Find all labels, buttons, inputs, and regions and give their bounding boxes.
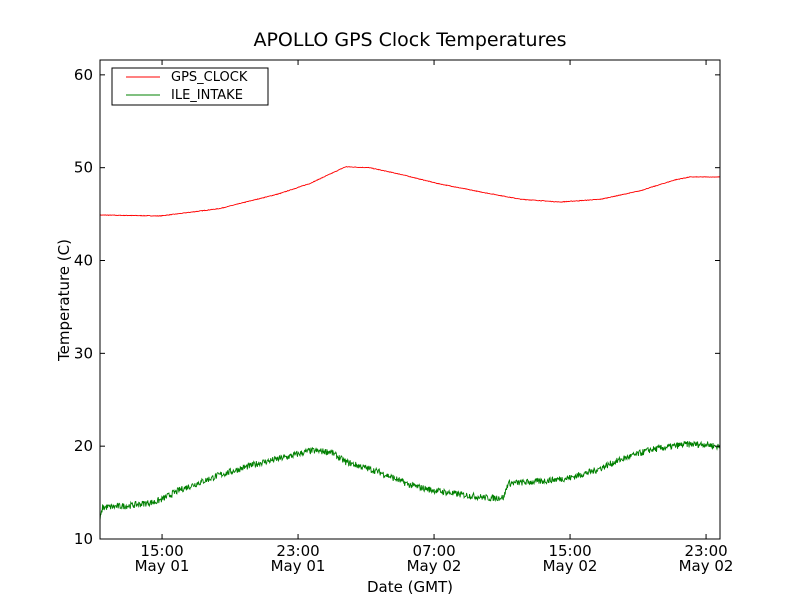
y-axis-label: Temperature (C) — [55, 239, 73, 362]
axes-frame — [99, 59, 721, 540]
x-tick-label-time: 15:00 — [140, 542, 183, 560]
legend-label-ile-intake: ILE_INTAKE — [171, 88, 243, 103]
x-tick-label-date: May 02 — [407, 557, 462, 575]
x-tick-label-date: May 01 — [271, 557, 326, 575]
y-tick-label: 60 — [74, 66, 93, 84]
x-tick-label-date: May 02 — [679, 557, 734, 575]
x-axis-label: Date (GMT) — [367, 578, 453, 596]
x-tick-label-date: May 02 — [543, 557, 598, 575]
legend-label-gps-clock: GPS_CLOCK — [171, 70, 248, 85]
x-tick-label-time: 15:00 — [548, 542, 591, 560]
chart-title: APOLLO GPS Clock Temperatures — [253, 29, 566, 51]
plot-area — [99, 166, 721, 521]
y-tick-label: 30 — [74, 344, 93, 362]
x-tick-label-time: 23:00 — [276, 542, 319, 560]
series-line-ile-intake — [99, 440, 721, 521]
x-tick-label-time: 07:00 — [412, 542, 455, 560]
legend: GPS_CLOCK ILE_INTAKE — [111, 67, 269, 106]
y-tick-label: 50 — [74, 159, 93, 177]
x-tick-label-time: 23:00 — [684, 542, 727, 560]
legend-box — [111, 67, 269, 106]
y-tick-label: 20 — [74, 437, 93, 455]
series-line-gps-clock — [99, 166, 720, 217]
y-tick-label: 10 — [74, 530, 93, 548]
x-tick-label-date: May 01 — [135, 557, 190, 575]
y-tick-label: 40 — [74, 252, 93, 270]
